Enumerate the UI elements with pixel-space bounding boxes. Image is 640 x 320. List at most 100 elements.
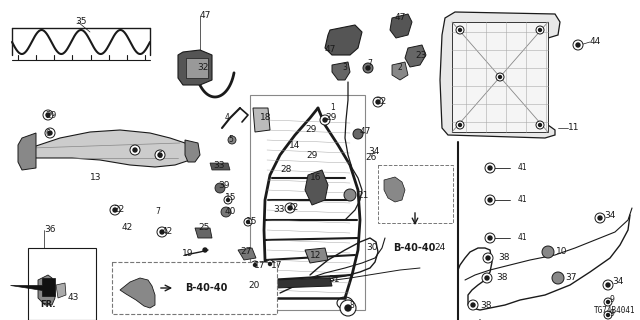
Circle shape [366,66,370,70]
Text: 40: 40 [225,207,236,217]
Text: TG74B4041: TG74B4041 [593,306,635,315]
Text: 9: 9 [610,309,615,318]
Polygon shape [305,248,328,263]
Text: 29: 29 [305,125,316,134]
Circle shape [488,198,492,202]
Circle shape [483,253,493,263]
Circle shape [221,207,231,217]
Circle shape [598,216,602,220]
Polygon shape [178,50,212,85]
Text: 27: 27 [240,247,252,257]
Circle shape [373,97,383,107]
Circle shape [246,220,250,223]
Circle shape [266,260,274,268]
Polygon shape [210,163,230,170]
Circle shape [603,280,613,290]
Circle shape [496,73,504,81]
Text: 11: 11 [568,124,579,132]
Circle shape [251,261,259,269]
Text: 44: 44 [590,37,601,46]
Text: 47: 47 [325,45,337,54]
Circle shape [48,131,52,135]
Text: 29: 29 [45,110,56,119]
Circle shape [113,208,117,212]
Circle shape [363,63,373,73]
Text: 10: 10 [556,247,568,257]
Circle shape [285,203,295,213]
Circle shape [456,121,464,129]
Polygon shape [56,283,66,298]
Polygon shape [405,45,426,67]
Text: 12: 12 [310,251,321,260]
Text: 7: 7 [155,207,160,217]
Text: 6: 6 [157,150,162,159]
Circle shape [130,145,140,155]
Text: 36: 36 [44,226,56,235]
Circle shape [538,124,541,126]
Circle shape [485,233,495,243]
Text: 17: 17 [254,260,266,269]
Text: 47: 47 [360,127,371,137]
Text: 1: 1 [330,103,335,113]
Text: 20: 20 [248,281,259,290]
Circle shape [227,198,230,202]
Circle shape [376,100,380,104]
Circle shape [269,262,271,266]
Text: 22: 22 [375,98,387,107]
Text: 42: 42 [162,228,173,236]
Text: 15: 15 [225,194,237,203]
Circle shape [228,136,236,144]
Circle shape [573,40,583,50]
Polygon shape [120,278,155,308]
Polygon shape [305,170,328,205]
Circle shape [244,218,252,226]
Circle shape [203,248,207,252]
Text: B-40-40: B-40-40 [393,243,435,253]
Circle shape [323,118,327,122]
Circle shape [353,129,363,139]
Circle shape [45,128,55,138]
Circle shape [158,153,162,157]
Circle shape [485,276,489,280]
Text: 22: 22 [113,205,124,214]
Circle shape [482,273,492,283]
Text: 31: 31 [328,276,339,284]
Circle shape [215,183,225,193]
Polygon shape [28,130,195,167]
Polygon shape [384,177,405,202]
Text: 25: 25 [198,223,209,233]
Text: 34: 34 [604,211,616,220]
Circle shape [606,283,610,287]
Circle shape [253,263,257,267]
Polygon shape [18,133,36,170]
Text: 8: 8 [350,300,355,309]
Polygon shape [332,62,350,80]
Circle shape [486,256,490,260]
Text: 33: 33 [213,161,225,170]
Text: 38: 38 [498,253,509,262]
Text: 5: 5 [228,135,233,145]
Circle shape [538,28,541,31]
Circle shape [488,166,492,170]
Text: FR.: FR. [40,300,56,309]
Text: 21: 21 [357,190,369,199]
Circle shape [471,303,475,307]
Bar [452,22,548,132]
Circle shape [552,272,564,284]
Text: 29: 29 [306,150,317,159]
Circle shape [110,205,120,215]
Bar [112,262,277,314]
Text: 15: 15 [246,218,257,227]
Polygon shape [390,14,412,38]
Circle shape [499,76,502,78]
Polygon shape [238,248,256,260]
Text: 39: 39 [218,180,230,189]
Polygon shape [185,140,200,162]
Text: 41: 41 [518,164,527,172]
Text: 38: 38 [480,300,492,309]
Text: 13: 13 [90,173,102,182]
Circle shape [157,227,167,237]
Text: 23: 23 [415,51,426,60]
Polygon shape [325,25,362,55]
Text: 32: 32 [197,63,209,73]
